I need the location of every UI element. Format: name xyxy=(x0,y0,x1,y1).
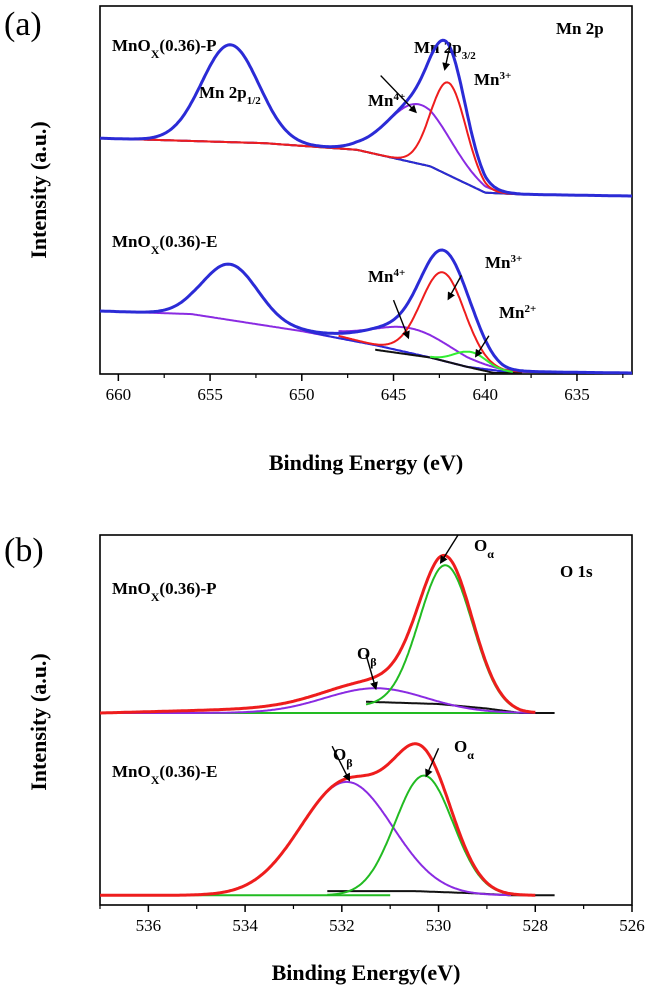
sample-label-a-p: MnOX(0.36)-P xyxy=(112,36,217,61)
annotation-arrow-a-1 xyxy=(442,44,452,71)
series-b-1-o-alpha xyxy=(326,774,522,896)
annotation-arrow-b-3 xyxy=(425,748,440,778)
panel-label-b: (b) xyxy=(4,532,44,569)
annotation-obeta-e: Oβ xyxy=(333,745,353,770)
series-b-0-envelope xyxy=(99,553,536,715)
curves-a xyxy=(99,38,633,375)
panel-b: (b) O 1s MnOX(0.36)-P MnOX(0.36)-E Oα Oβ… xyxy=(4,532,645,985)
corner-label-a: Mn 2p xyxy=(556,19,604,38)
corner-label-b: O 1s xyxy=(560,562,593,581)
series-a-1-mn3- xyxy=(338,271,633,374)
annotation-mn2-e: Mn2+ xyxy=(499,303,536,322)
x-tick-label-a-660: 660 xyxy=(106,385,132,404)
annotation-mn4-p: Mn4+ xyxy=(368,91,405,110)
panel-a: (a) Mn 2p MnOX(0.36)-P MnOX(0.36)-E Mn 2… xyxy=(4,5,633,475)
x-tick-label-b-532: 532 xyxy=(329,916,355,935)
annotation-mn2p12: Mn 2p1/2 xyxy=(199,83,261,107)
x-tick-label-a-650: 650 xyxy=(289,385,315,404)
series-a-1-mn-2p1-2 xyxy=(99,263,632,374)
curves-b xyxy=(99,553,555,897)
plot-frame-a xyxy=(99,5,633,375)
series-b-0-o-beta xyxy=(100,687,536,714)
x-ticks-b: 536 534 532 530 528 526 xyxy=(99,905,645,935)
sample-label-a-e: MnOX(0.36)-E xyxy=(112,232,217,257)
annotation-oalpha-p: Oα xyxy=(474,536,494,561)
x-tick-label-b-530: 530 xyxy=(426,916,452,935)
plot-frame-b xyxy=(99,534,633,906)
annotation-arrow-b-2 xyxy=(331,745,350,782)
x-axis-title-b: Binding Energy(eV) xyxy=(272,960,461,985)
series-a-1-mn2- xyxy=(429,350,514,373)
x-tick-label-b-528: 528 xyxy=(523,916,549,935)
sample-label-b-e: MnOX(0.36)-E xyxy=(112,762,217,787)
x-ticks-a: 660 655 650 645 640 635 xyxy=(106,374,624,404)
x-tick-label-b-534: 534 xyxy=(232,916,258,935)
annotation-arrow-a-2 xyxy=(392,299,410,340)
panel-label-a: (a) xyxy=(4,6,42,43)
x-tick-label-a-635: 635 xyxy=(564,385,590,404)
annotation-mn3-e: Mn3+ xyxy=(485,253,522,272)
x-tick-label-a-655: 655 xyxy=(197,385,223,404)
annotation-mn3-p: Mn3+ xyxy=(474,70,511,89)
arrows-a xyxy=(380,44,490,358)
y-axis-title-b: Intensity (a.u.) xyxy=(26,653,51,791)
series-a-0-envelope xyxy=(99,38,632,198)
y-axis-title-a: Intensity (a.u.) xyxy=(26,121,51,259)
series-a-0-background xyxy=(100,137,632,197)
annotation-arrow-a-4 xyxy=(474,335,490,358)
series-a-0-mn4- xyxy=(100,103,632,197)
annotation-arrow-b-1 xyxy=(365,654,378,691)
annotation-arrow-b-0 xyxy=(439,534,459,564)
series-a-1-background xyxy=(374,348,523,374)
annotation-mn2p32: Mn 2p3/2 xyxy=(414,38,476,62)
annotation-mn4-e: Mn4+ xyxy=(368,267,405,286)
sample-label-b-p: MnOX(0.36)-P xyxy=(112,579,217,604)
x-tick-label-a-645: 645 xyxy=(381,385,407,404)
x-tick-label-b-536: 536 xyxy=(136,916,162,935)
arrows-b xyxy=(331,534,459,782)
annotation-arrow-a-0 xyxy=(380,75,417,114)
series-b-1-envelope xyxy=(99,742,536,897)
x-axis-title-a: Binding Energy (eV) xyxy=(269,450,463,475)
x-tick-label-b-526: 526 xyxy=(619,916,645,935)
series-a-1-envelope xyxy=(99,248,632,375)
x-tick-label-a-640: 640 xyxy=(472,385,498,404)
annotation-arrow-a-3 xyxy=(447,275,463,301)
annotation-oalpha-e: Oα xyxy=(454,737,474,762)
